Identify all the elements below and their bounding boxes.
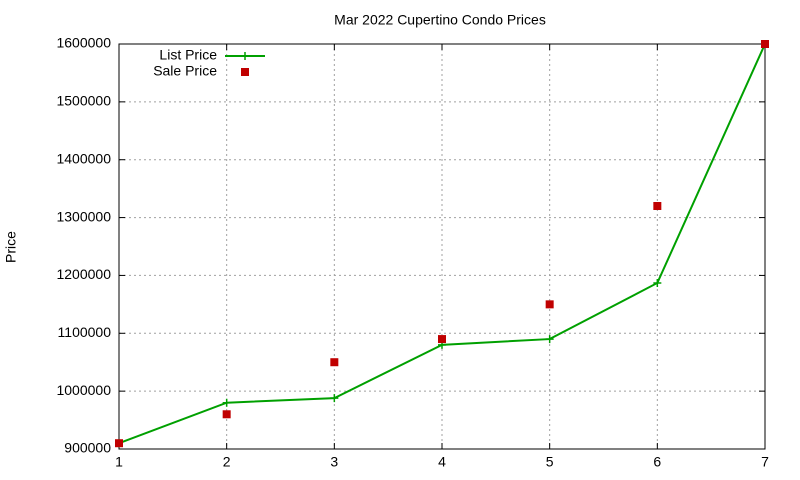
x-tick-label: 3 [330, 454, 338, 470]
x-tick-label: 1 [115, 454, 123, 470]
y-tick-label: 1100000 [58, 324, 112, 340]
sale-point [330, 358, 339, 367]
point-marker [222, 398, 231, 407]
point-marker [653, 278, 662, 287]
y-axis-label: Price [3, 231, 19, 263]
x-tick-label: 6 [653, 454, 661, 470]
y-tick-label: 1300000 [56, 208, 111, 224]
legend-swatch [241, 68, 249, 76]
y-tick-label: 1400000 [56, 150, 111, 166]
point-marker [545, 335, 554, 344]
y-tick-label: 1500000 [56, 93, 111, 109]
legend-label: Sale Price [153, 63, 217, 79]
legend-swatch [241, 52, 249, 60]
plot-frame [118, 43, 766, 450]
list-line [118, 43, 766, 445]
x-tick-label: 2 [223, 454, 231, 470]
sale-point [222, 410, 231, 419]
sale-point [115, 439, 123, 448]
y-tick-label: 1000000 [56, 382, 111, 398]
x-tick-label: 7 [761, 454, 769, 470]
chart-title: Mar 2022 Cupertino Condo Prices [334, 12, 546, 28]
x-tick-label: 5 [546, 454, 554, 470]
sale-point [761, 40, 769, 48]
legend-label: List Price [159, 47, 217, 63]
x-tick-label: 4 [438, 454, 446, 470]
y-tick-label: 1600000 [56, 35, 111, 51]
sale-point [545, 300, 554, 309]
sale-point [653, 202, 662, 210]
y-tick-label: 1200000 [56, 266, 111, 282]
point-marker [330, 394, 339, 403]
sale-point [438, 335, 446, 344]
y-tick-label: 900000 [64, 440, 111, 456]
